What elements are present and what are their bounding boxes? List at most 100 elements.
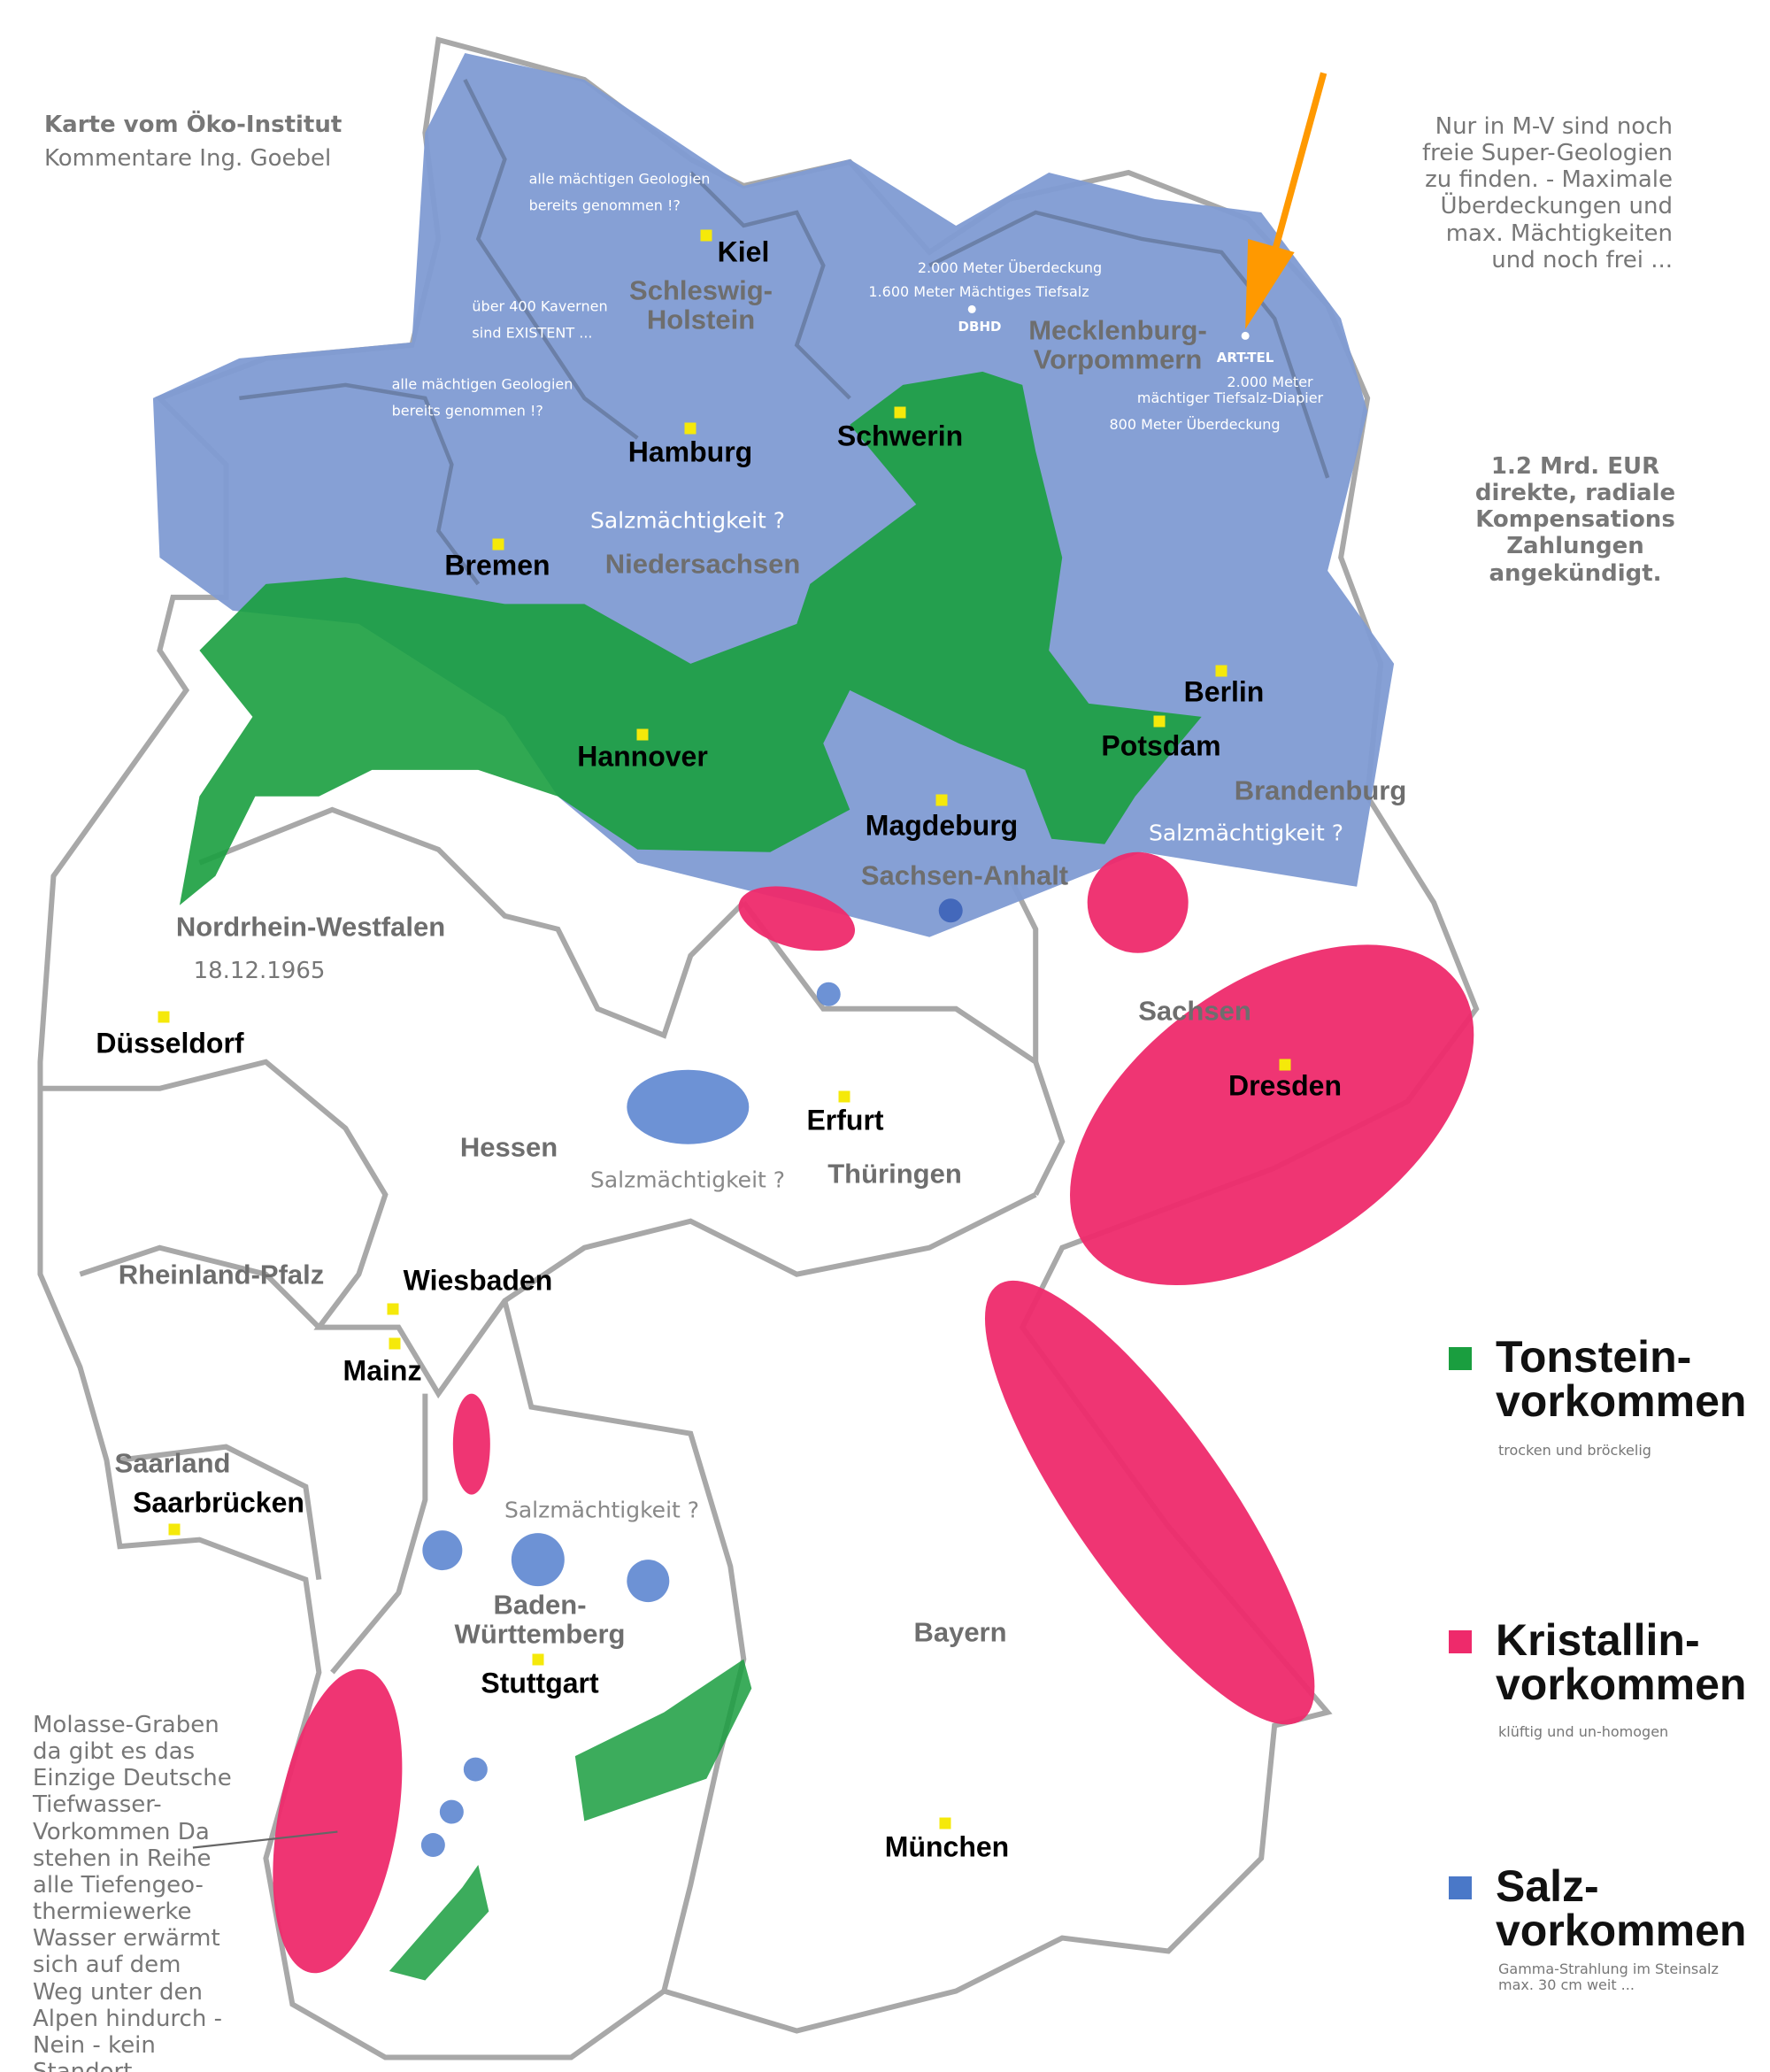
comment-ns-geologien: alle mächtigen Geologien bereits genomme…	[392, 372, 573, 426]
legend-title-tonstein: Tonstein- vorkommen	[1496, 1332, 1747, 1426]
crystalline-schwarzwald	[273, 1668, 403, 1974]
state-label-schleswig-holstein: Schleswig- Holstein	[629, 274, 773, 335]
orange-arrow-icon	[1245, 72, 1328, 329]
salt-question-niedersachsen: Salzmächtigkeit ?	[589, 507, 786, 534]
compensation-note: 1.2 Mrd. EUR direkte, radiale Kompensati…	[1474, 453, 1676, 587]
salt-dome	[627, 1560, 670, 1603]
comment-kavernen: über 400 Kavernen sind EXISTENT ...	[472, 294, 607, 348]
legend-swatch-salz	[1449, 1876, 1472, 1899]
city-marker-wiesbaden	[387, 1303, 399, 1315]
city-marker-hamburg	[684, 422, 696, 435]
city-label-hannover: Hannover	[577, 740, 708, 773]
city-marker-hannover	[636, 728, 649, 741]
salt-dome	[422, 1530, 463, 1571]
city-label-duesseldorf: Düsseldorf	[96, 1027, 244, 1059]
comment-line: alle mächtigen Geologien	[528, 170, 711, 188]
coastline-lines	[239, 78, 1330, 586]
city-marker-kiel	[700, 229, 712, 242]
city-label-potsdam: Potsdam	[1101, 729, 1221, 762]
city-marker-potsdam	[1153, 715, 1166, 728]
city-marker-bremen	[492, 538, 504, 551]
arttel-site-dot	[1241, 331, 1250, 340]
comment-sh-geologien: alle mächtigen Geologien bereits genomme…	[529, 166, 711, 220]
city-label-schwerin: Schwerin	[836, 420, 964, 452]
comment-line: bereits genommen !?	[391, 403, 543, 420]
city-label-kiel: Kiel	[717, 235, 770, 268]
crystalline-areas	[273, 851, 1474, 1974]
crystalline-lausitz	[1087, 851, 1189, 953]
state-label-hessen: Hessen	[459, 1131, 558, 1163]
legend-title-kristallin: Kristallin- vorkommen	[1496, 1615, 1747, 1709]
state-borders	[40, 806, 1066, 1992]
legend-title-salz: Salz- vorkommen	[1496, 1861, 1747, 1955]
map-title: Karte vom Öko-Institut	[44, 112, 342, 138]
legend-note-tonstein: trocken und bröckelig	[1498, 1442, 1651, 1459]
dbhd-site-dot	[967, 304, 976, 313]
crystalline-odenwald	[452, 1393, 490, 1495]
state-label-rheinland-pfalz: Rheinland-Pfalz	[118, 1259, 325, 1290]
state-label-sachsen-anhalt: Sachsen-Anhalt	[860, 859, 1069, 891]
city-marker-stuttgart	[532, 1653, 544, 1666]
clay-region-north	[179, 371, 1202, 905]
mv-note: Nur in M-V sind noch freie Super-Geologi…	[1422, 113, 1673, 273]
city-label-bremen: Bremen	[444, 549, 550, 582]
city-label-mainz: Mainz	[342, 1354, 422, 1387]
state-label-bayern: Bayern	[913, 1616, 1007, 1648]
salt-dome-hessen	[627, 1069, 750, 1144]
crystalline-harz	[738, 886, 856, 951]
salt-dome	[463, 1757, 488, 1782]
salt-dome	[816, 982, 841, 1006]
state-label-sachsen: Sachsen	[1138, 995, 1251, 1027]
city-label-stuttgart: Stuttgart	[481, 1667, 599, 1699]
arttel-site-label: ART-TEL	[1216, 349, 1274, 366]
state-label-mecklenburg-vorpommern: Mecklenburg- Vorpommern	[1028, 314, 1207, 374]
state-label-saarland: Saarland	[114, 1447, 231, 1479]
comment-arttel-2: mächtiger Tiefsalz-Diapier	[1136, 389, 1324, 406]
city-marker-schwerin	[894, 406, 906, 419]
comment-line: über 400 Kavernen	[472, 297, 608, 315]
salt-dome	[439, 1799, 464, 1824]
state-label-baden-wuerttemberg: Baden- Württemberg	[454, 1589, 626, 1649]
city-marker-duesseldorf	[158, 1011, 170, 1023]
salt-question-bw: Salzmächtigkeit ?	[504, 1497, 700, 1523]
molasse-note: Molasse-Graben da gibt es das Einzige De…	[33, 1712, 232, 2072]
salt-dome	[420, 1833, 445, 1858]
city-label-muenchen: München	[884, 1830, 1010, 1863]
salt-domes	[420, 898, 963, 1858]
comment-line: sind EXISTENT ...	[472, 325, 593, 342]
city-marker-erfurt	[838, 1090, 850, 1103]
city-marker-mainz	[389, 1337, 401, 1350]
city-label-saarbruecken: Saarbrücken	[133, 1486, 304, 1519]
state-label-nordrhein-westfalen: Nordrhein-Westfalen	[175, 911, 446, 943]
city-marker-magdeburg	[935, 794, 948, 806]
city-marker-muenchen	[939, 1817, 951, 1829]
city-marker-berlin	[1215, 665, 1227, 677]
crystalline-erzgebirge	[1070, 944, 1474, 1286]
legend-swatch-tonstein	[1449, 1347, 1472, 1370]
city-marker-saarbruecken	[168, 1523, 181, 1536]
clay-region-south	[574, 1659, 752, 1822]
state-label-brandenburg: Brandenburg	[1234, 774, 1407, 806]
comment-dbhd-1: 2.000 Meter Überdeckung	[917, 258, 1103, 276]
salt-question-brandenburg: Salzmächtigkeit ?	[1148, 820, 1344, 846]
salt-question-hessen: Salzmächtigkeit ?	[589, 1167, 786, 1193]
salt-dome	[511, 1533, 565, 1587]
state-label-thueringen: Thüringen	[827, 1158, 962, 1190]
clay-region-alps	[389, 1865, 489, 1981]
city-label-berlin: Berlin	[1183, 675, 1265, 708]
legend-note-salz: Gamma-Strahlung im Steinsalz max. 30 cm …	[1498, 1960, 1719, 1993]
city-marker-dresden	[1279, 1059, 1291, 1071]
city-label-hamburg: Hamburg	[627, 435, 753, 468]
comment-arttel-3: 800 Meter Überdeckung	[1109, 415, 1281, 433]
salt-dome	[938, 898, 963, 923]
comment-dbhd-2: 1.600 Meter Mächtiges Tiefsalz	[868, 282, 1089, 300]
dbhd-site-label: DBHD	[958, 318, 1002, 335]
map-subtitle: Kommentare Ing. Goebel	[44, 145, 332, 172]
state-label-niedersachsen: Niedersachsen	[604, 548, 801, 580]
comment-line: alle mächtigen Geologien	[391, 375, 573, 393]
nrw-date: 18.12.1965	[193, 958, 326, 984]
legend-swatch-kristallin	[1449, 1630, 1472, 1653]
molasse-pointer	[192, 1830, 338, 1849]
